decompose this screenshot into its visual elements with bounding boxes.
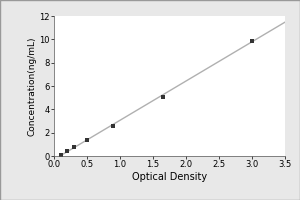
Point (160, 95, 165, 98)
Point (250, 39, 254, 42)
Point (58, 153, 63, 156)
Point (111, 124, 116, 127)
Point (71, 145, 76, 148)
Point (65, 150, 70, 153)
X-axis label: Optical Density: Optical Density (132, 172, 207, 182)
Y-axis label: Concentration(ng/mL): Concentration(ng/mL) (28, 36, 37, 136)
Point (85, 139, 89, 142)
